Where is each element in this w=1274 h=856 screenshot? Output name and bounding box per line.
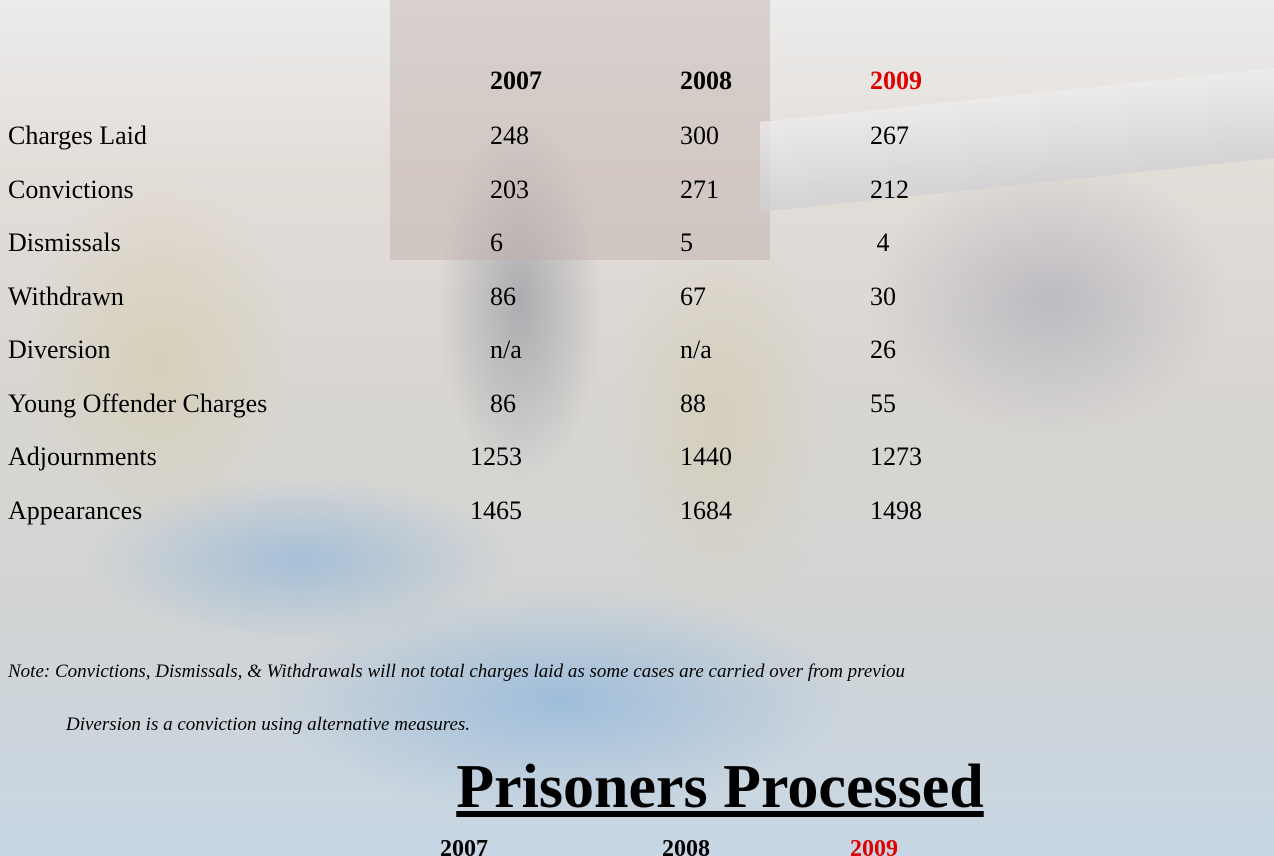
row-label: Young Offender Charges [8, 388, 268, 418]
table-cell: 55 [870, 388, 896, 418]
table-cell: 5 [680, 228, 693, 257]
column-header: 2007 [490, 66, 542, 95]
column-header: 2009 [870, 66, 922, 95]
table-cell: 1440 [680, 442, 732, 471]
row-label: Withdrawn [8, 281, 124, 311]
table-cell: 88 [680, 388, 706, 418]
row-label: Convictions [8, 174, 134, 204]
table-cell: 30 [870, 281, 896, 311]
section-year: 2009 [850, 836, 898, 856]
row-label: Dismissals [8, 228, 121, 257]
table-cell: 212 [870, 174, 909, 204]
table-cell: 267 [870, 121, 909, 150]
table-cell: 1465 [470, 495, 522, 525]
table-cell: 86 [490, 281, 516, 311]
table-cell: 67 [680, 281, 706, 311]
section-title: Prisoners Processed [456, 753, 984, 821]
table-cell: 6 [490, 228, 503, 257]
table-cell: 300 [680, 121, 719, 150]
note: Note: Convictions, Dismissals, & Withdra… [8, 661, 906, 682]
note: Diversion is a conviction using alternat… [66, 714, 471, 735]
table-cell: 248 [490, 121, 529, 150]
table-cell: 4 [870, 228, 890, 257]
column-header: 2008 [680, 66, 732, 95]
table-cell: n/a [490, 335, 522, 364]
row-label: Charges Laid [8, 121, 147, 150]
section-year: 2008 [662, 836, 710, 856]
background-building [390, 0, 770, 260]
table-cell: 1253 [470, 442, 522, 471]
section-year: 2007 [440, 836, 488, 856]
row-label: Adjournments [8, 442, 157, 471]
background-awning [760, 67, 1274, 213]
table-cell: n/a [680, 335, 712, 364]
table-cell: 271 [680, 174, 719, 204]
table-cell: 1684 [680, 495, 732, 525]
table-cell: 1273 [870, 442, 922, 471]
table-cell: 86 [490, 388, 516, 418]
row-label: Appearances [8, 495, 143, 525]
table-cell: 1498 [870, 495, 922, 525]
table-cell: 203 [490, 174, 529, 204]
row-label: Diversion [8, 335, 111, 364]
table-cell: 26 [870, 335, 896, 364]
